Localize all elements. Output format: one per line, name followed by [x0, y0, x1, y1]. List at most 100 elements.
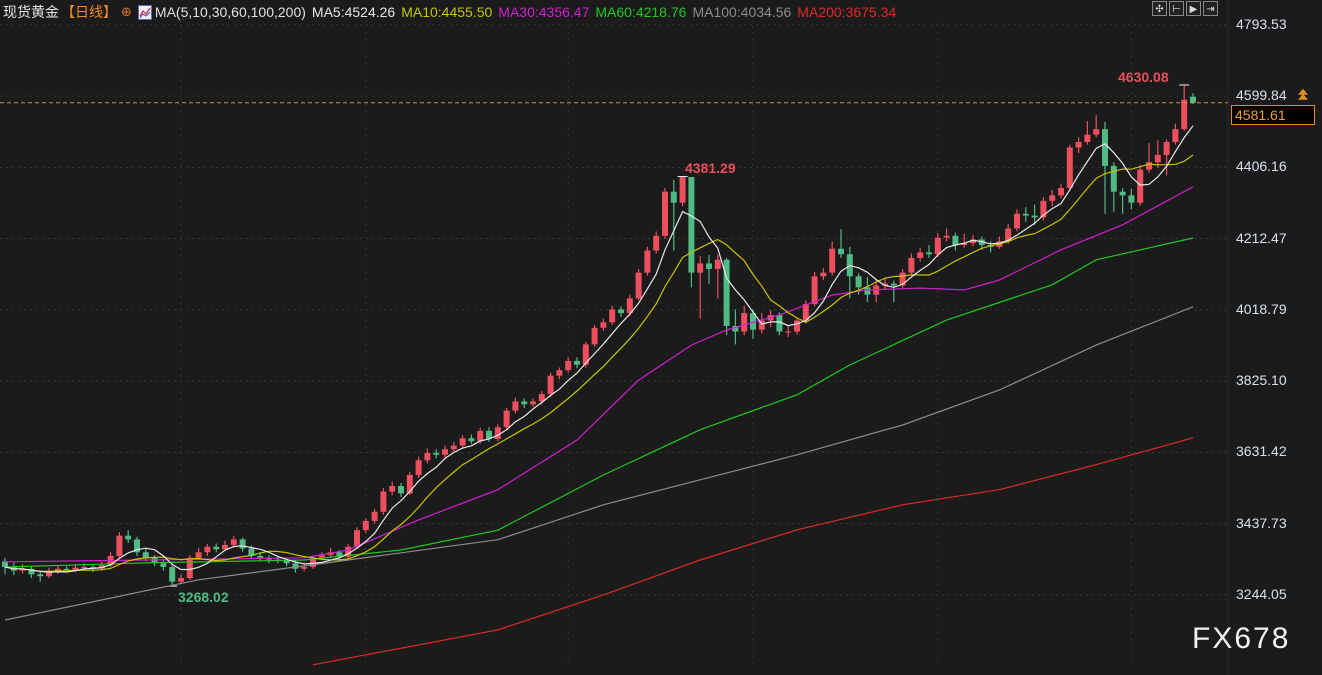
candle-body: [98, 565, 105, 569]
candle-body: [195, 552, 202, 558]
y-tick-label: 3631.42: [1236, 443, 1287, 460]
candle: [741, 305, 748, 336]
candle: [1128, 188, 1135, 210]
candle: [846, 246, 853, 299]
candle-body: [1014, 213, 1020, 229]
candle-body: [2, 561, 8, 567]
candle-body: [19, 568, 26, 571]
candle-body: [706, 263, 712, 269]
y-tick-label: 4599.84: [1236, 87, 1287, 104]
candle-body: [160, 563, 167, 567]
candle-body: [838, 248, 844, 255]
candle-body: [670, 191, 677, 203]
candle: [820, 268, 827, 280]
period-selector[interactable]: 【日线】: [61, 4, 117, 20]
play-forward-icon[interactable]: ▶: [1186, 1, 1201, 16]
candle: [134, 536, 140, 556]
candle-body: [741, 313, 748, 332]
candle-body: [345, 546, 352, 557]
candle-body: [776, 314, 783, 332]
candle-body: [899, 272, 906, 286]
candle-body: [459, 438, 466, 446]
crosshair-circle-icon[interactable]: ⊕: [121, 4, 132, 19]
candle: [1181, 84, 1188, 131]
candle-body: [389, 486, 396, 492]
candle-body: [943, 235, 950, 238]
y-tick-label: 4212.47: [1236, 229, 1287, 246]
candle: [785, 324, 792, 338]
candle: [1049, 189, 1056, 207]
candle-body: [415, 460, 422, 475]
candle: [653, 231, 660, 254]
candle: [178, 574, 184, 584]
candle-body: [1022, 213, 1029, 216]
candle: [926, 245, 932, 258]
candle-body: [1172, 129, 1179, 143]
candle-body: [213, 546, 220, 550]
candle-body: [442, 449, 448, 455]
candle-body: [398, 486, 404, 494]
candle: [1093, 115, 1100, 138]
candle-body: [582, 344, 589, 365]
candle-body: [257, 555, 264, 558]
candle-body: [1154, 154, 1161, 163]
candle-body: [750, 313, 756, 330]
candle: [723, 257, 730, 336]
ma10-line: [4, 154, 1194, 573]
candle-body: [433, 452, 440, 455]
candle: [389, 481, 396, 496]
y-tick-label: 4406.16: [1236, 158, 1287, 175]
chart-toolbar: ✣ ⊢ ▶ ⇥: [1152, 1, 1218, 16]
ma30-line: [4, 186, 1194, 563]
candle-body: [503, 410, 510, 428]
candle-body: [961, 243, 968, 246]
candle: [1102, 121, 1108, 214]
candle-body: [714, 259, 721, 269]
candle: [1119, 188, 1126, 214]
candle-body: [521, 401, 528, 405]
y-tick-label: 4793.53: [1236, 15, 1287, 32]
candle-body: [1084, 134, 1091, 143]
candle-body: [116, 535, 123, 556]
candle-body: [468, 438, 475, 442]
crosshair-icon[interactable]: ✣: [1152, 1, 1167, 16]
candle: [1190, 93, 1196, 105]
candle-body: [28, 568, 35, 575]
candle: [1163, 139, 1170, 176]
candle: [626, 294, 633, 317]
symbol-name: 现货黄金: [3, 4, 59, 20]
candle: [1040, 197, 1047, 221]
candle-body: [1137, 169, 1144, 203]
candle: [512, 397, 519, 414]
candle-body: [1190, 96, 1196, 103]
candle-body: [952, 235, 959, 246]
candle-body: [90, 566, 96, 569]
ma100-line: [4, 306, 1194, 621]
candle: [503, 408, 510, 430]
candle: [239, 537, 246, 552]
ma60-value: MA60:4218.76: [595, 4, 687, 20]
candle-body: [1119, 191, 1126, 196]
candle-body: [653, 235, 660, 251]
candle-body: [169, 566, 176, 582]
indicator-chart-icon[interactable]: [137, 4, 152, 20]
candle: [943, 228, 950, 242]
candle: [116, 532, 123, 558]
candle-body: [794, 320, 800, 332]
candle: [494, 424, 501, 442]
candle: [644, 246, 651, 276]
ma-params[interactable]: MA(5,10,30,60,100,200): [154, 4, 306, 20]
candle: [618, 306, 624, 317]
candle: [362, 518, 369, 534]
candle: [345, 544, 352, 559]
ma100-value: MA100:4034.56: [692, 4, 792, 20]
candle-body: [362, 520, 369, 531]
candle: [670, 179, 677, 251]
candle: [1058, 183, 1064, 199]
candle: [952, 232, 959, 251]
candle: [521, 398, 528, 409]
zoom-range-icon[interactable]: ⊢: [1169, 1, 1184, 16]
jump-to-end-icon[interactable]: ⇥: [1203, 1, 1218, 16]
low-label: 3268.02: [178, 589, 229, 605]
